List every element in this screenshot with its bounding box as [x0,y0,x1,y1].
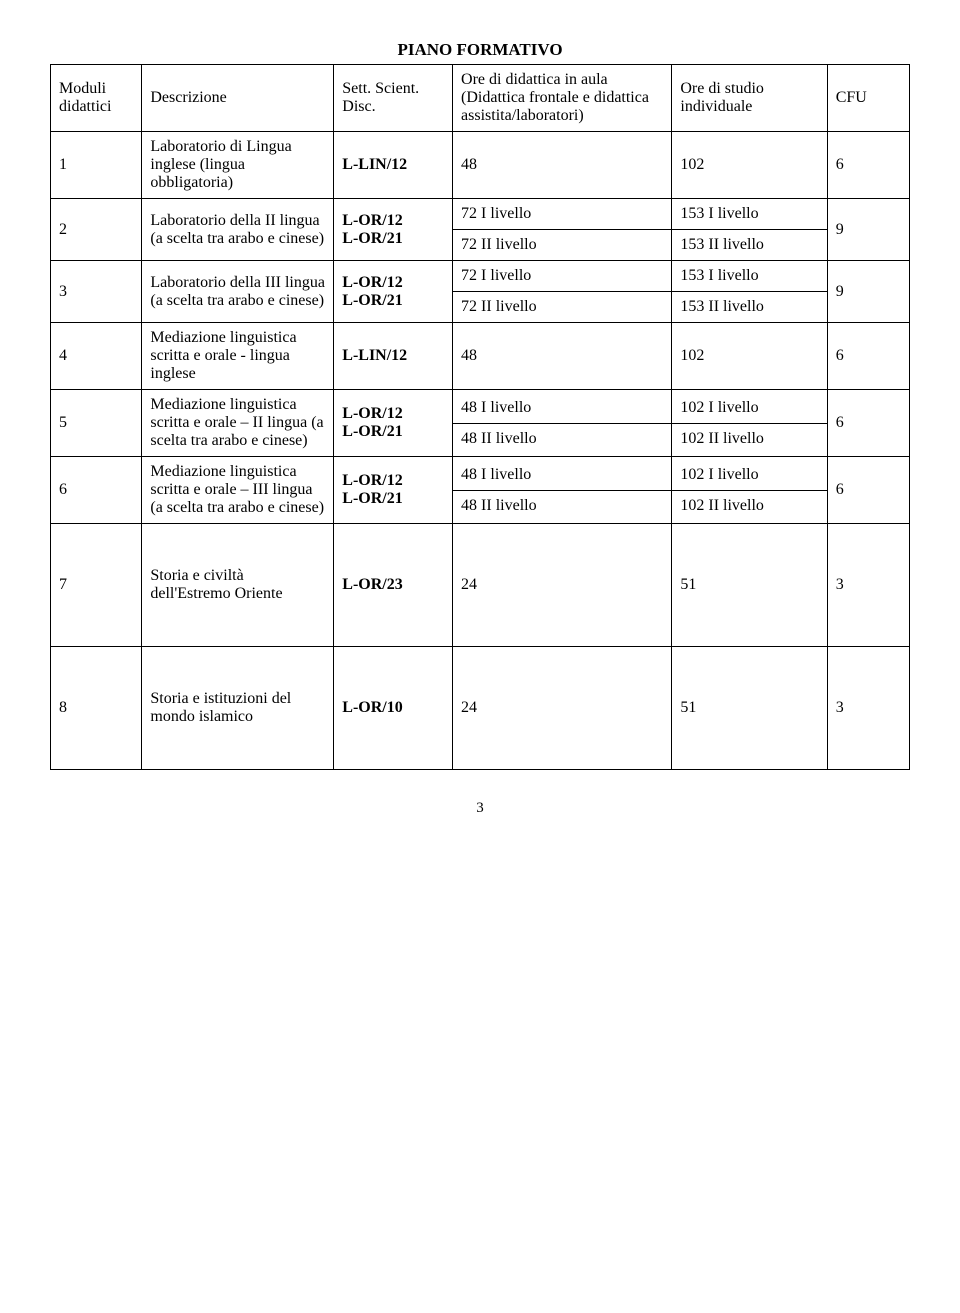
header-ore-aula: Ore di didattica in aula (Didattica fron… [453,65,672,132]
cell-descrizione: Storia e civiltà dell'Estremo Oriente [142,524,334,647]
cell-ore-aula-livello1: 48 I livello [453,460,671,491]
cell-ore-studio: 102 [672,132,827,199]
cell-ore-studio-livello1: 102 I livello [672,460,826,491]
cell-ore-studio: 153 I livello153 II livello [672,261,827,323]
header-moduli: Moduli didattici [51,65,142,132]
piano-formativo-table: Moduli didattici Descrizione Sett. Scien… [50,64,910,770]
cell-ore-studio: 102 I livello102 II livello [672,390,827,457]
cell-ore-aula-livello1: 72 I livello [453,199,671,230]
cell-mod: 2 [51,199,142,261]
cell-ore-studio: 51 [672,647,827,770]
cell-ore-aula: 72 I livello72 II livello [453,199,672,261]
cell-sett: L-OR/12 L-OR/21 [334,199,453,261]
table-row: 8Storia e istituzioni del mondo islamico… [51,647,910,770]
cell-ore-studio: 153 I livello153 II livello [672,199,827,261]
cell-ore-aula: 48 [453,323,672,390]
page-title: PIANO FORMATIVO [50,40,910,60]
cell-ore-aula: 48 [453,132,672,199]
cell-mod: 5 [51,390,142,457]
cell-sett: L-OR/23 [334,524,453,647]
table-row: 6Mediazione linguistica scritta e orale … [51,457,910,524]
cell-ore-studio-livello2: 102 II livello [672,491,826,521]
cell-ore-aula: 48 I livello48 II livello [453,457,672,524]
header-sett: Sett. Scient. Disc. [334,65,453,132]
cell-ore-studio-livello2: 102 II livello [672,424,826,454]
cell-mod: 6 [51,457,142,524]
cell-descrizione: Laboratorio della III lingua (a scelta t… [142,261,334,323]
cell-mod: 1 [51,132,142,199]
cell-ore-studio-livello1: 153 I livello [672,199,826,230]
cell-cfu: 9 [827,199,909,261]
header-cfu: CFU [827,65,909,132]
cell-mod: 8 [51,647,142,770]
cell-cfu: 6 [827,390,909,457]
cell-descrizione: Mediazione linguistica scritta e orale –… [142,457,334,524]
cell-sett: L-OR/12 L-OR/21 [334,261,453,323]
cell-ore-studio-livello1: 153 I livello [672,261,826,292]
cell-ore-aula: 24 [453,647,672,770]
cell-cfu: 9 [827,261,909,323]
cell-sett: L-OR/12 L-OR/21 [334,390,453,457]
cell-ore-studio-livello2: 153 II livello [672,292,826,322]
cell-sett: L-OR/12 L-OR/21 [334,457,453,524]
cell-ore-studio-livello1: 102 I livello [672,393,826,424]
cell-descrizione: Laboratorio della II lingua (a scelta tr… [142,199,334,261]
cell-sett: L-LIN/12 [334,132,453,199]
table-row: 3Laboratorio della III lingua (a scelta … [51,261,910,323]
header-descrizione: Descrizione [142,65,334,132]
cell-cfu: 3 [827,524,909,647]
cell-ore-aula-livello1: 48 I livello [453,393,671,424]
cell-ore-aula: 72 I livello72 II livello [453,261,672,323]
table-row: 2Laboratorio della II lingua (a scelta t… [51,199,910,261]
cell-ore-aula: 48 I livello48 II livello [453,390,672,457]
header-ore-studio: Ore di studio individuale [672,65,827,132]
cell-mod: 4 [51,323,142,390]
table-row: 5Mediazione linguistica scritta e orale … [51,390,910,457]
table-row: 7Storia e civiltà dell'Estremo OrienteL-… [51,524,910,647]
table-row: 1Laboratorio di Lingua inglese (lingua o… [51,132,910,199]
cell-cfu: 3 [827,647,909,770]
cell-ore-studio: 51 [672,524,827,647]
cell-mod: 3 [51,261,142,323]
cell-descrizione: Mediazione linguistica scritta e orale -… [142,323,334,390]
cell-descrizione: Storia e istituzioni del mondo islamico [142,647,334,770]
cell-ore-studio: 102 [672,323,827,390]
cell-sett: L-LIN/12 [334,323,453,390]
cell-mod: 7 [51,524,142,647]
cell-ore-studio: 102 I livello102 II livello [672,457,827,524]
table-header-row: Moduli didattici Descrizione Sett. Scien… [51,65,910,132]
cell-cfu: 6 [827,132,909,199]
cell-ore-studio-livello2: 153 II livello [672,230,826,260]
cell-ore-aula-livello2: 72 II livello [453,230,671,260]
cell-ore-aula: 24 [453,524,672,647]
cell-sett: L-OR/10 [334,647,453,770]
page-number: 3 [50,800,910,817]
cell-ore-aula-livello2: 48 II livello [453,424,671,454]
cell-cfu: 6 [827,323,909,390]
cell-ore-aula-livello2: 72 II livello [453,292,671,322]
cell-ore-aula-livello1: 72 I livello [453,261,671,292]
cell-ore-aula-livello2: 48 II livello [453,491,671,521]
table-row: 4Mediazione linguistica scritta e orale … [51,323,910,390]
cell-descrizione: Laboratorio di Lingua inglese (lingua ob… [142,132,334,199]
cell-cfu: 6 [827,457,909,524]
cell-descrizione: Mediazione linguistica scritta e orale –… [142,390,334,457]
